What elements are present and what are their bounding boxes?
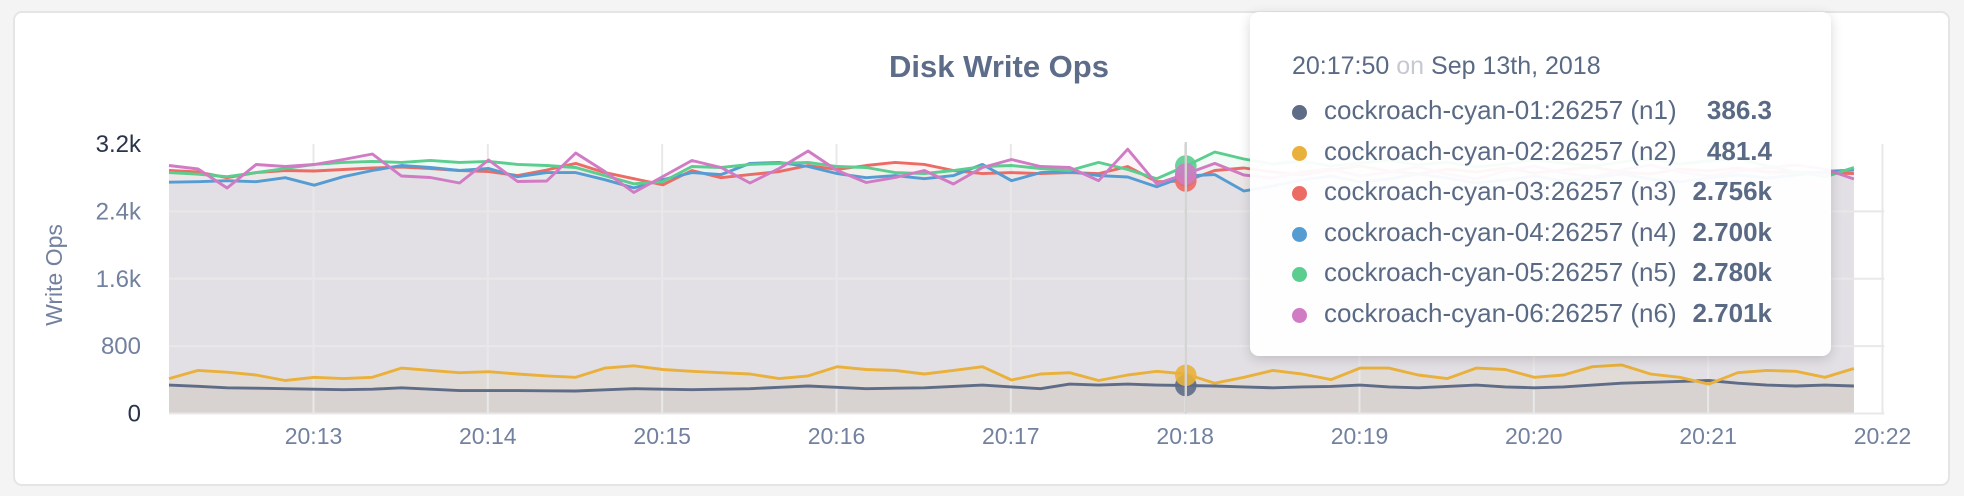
svg-text:20:17: 20:17 <box>982 423 1040 449</box>
svg-text:20:16: 20:16 <box>808 423 866 449</box>
svg-text:20:14: 20:14 <box>459 423 517 449</box>
svg-text:20:15: 20:15 <box>633 423 691 449</box>
svg-text:1.6k: 1.6k <box>96 266 142 293</box>
svg-text:800: 800 <box>101 333 141 360</box>
svg-text:Write Ops: Write Ops <box>41 224 67 326</box>
svg-text:20:18: 20:18 <box>1156 423 1214 449</box>
svg-text:0: 0 <box>128 401 141 428</box>
svg-text:20:19: 20:19 <box>1331 423 1389 449</box>
svg-text:20:13: 20:13 <box>285 423 343 449</box>
svg-text:20:20: 20:20 <box>1505 423 1563 449</box>
svg-text:2.4k: 2.4k <box>96 198 142 225</box>
svg-text:20:21: 20:21 <box>1679 423 1737 449</box>
svg-text:20:22: 20:22 <box>1854 423 1912 449</box>
svg-text:3.2k: 3.2k <box>96 131 142 158</box>
